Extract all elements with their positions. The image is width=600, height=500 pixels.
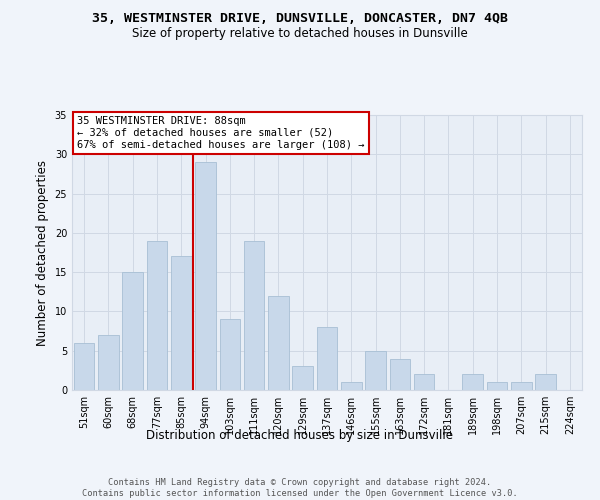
- Text: Contains HM Land Registry data © Crown copyright and database right 2024.
Contai: Contains HM Land Registry data © Crown c…: [82, 478, 518, 498]
- Bar: [146, 240, 167, 390]
- Bar: [98, 335, 119, 390]
- Bar: [341, 382, 362, 390]
- Text: Size of property relative to detached houses in Dunsville: Size of property relative to detached ho…: [132, 28, 468, 40]
- Text: 35, WESTMINSTER DRIVE, DUNSVILLE, DONCASTER, DN7 4QB: 35, WESTMINSTER DRIVE, DUNSVILLE, DONCAS…: [92, 12, 508, 26]
- Bar: [74, 343, 94, 390]
- Bar: [220, 320, 240, 390]
- Text: 35 WESTMINSTER DRIVE: 88sqm
← 32% of detached houses are smaller (52)
67% of sem: 35 WESTMINSTER DRIVE: 88sqm ← 32% of det…: [77, 116, 365, 150]
- Bar: [414, 374, 434, 390]
- Bar: [463, 374, 483, 390]
- Bar: [195, 162, 216, 390]
- Bar: [317, 327, 337, 390]
- Bar: [122, 272, 143, 390]
- Bar: [487, 382, 508, 390]
- Bar: [268, 296, 289, 390]
- Bar: [292, 366, 313, 390]
- Y-axis label: Number of detached properties: Number of detached properties: [36, 160, 49, 346]
- Bar: [535, 374, 556, 390]
- Bar: [171, 256, 191, 390]
- Bar: [389, 358, 410, 390]
- Text: Distribution of detached houses by size in Dunsville: Distribution of detached houses by size …: [146, 428, 454, 442]
- Bar: [244, 240, 265, 390]
- Bar: [365, 350, 386, 390]
- Bar: [511, 382, 532, 390]
